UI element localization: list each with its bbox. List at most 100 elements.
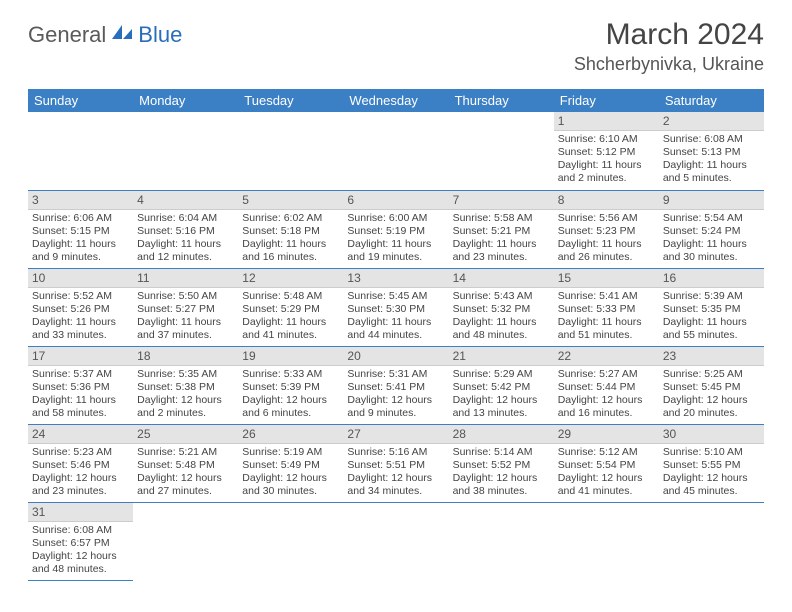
- calendar-day-cell: 2Sunrise: 6:08 AMSunset: 5:13 PMDaylight…: [659, 112, 764, 190]
- logo-text-part1: General: [28, 22, 106, 48]
- sunset-text: Sunset: 5:55 PM: [663, 459, 760, 472]
- day-details: Sunrise: 6:08 AMSunset: 5:13 PMDaylight:…: [659, 131, 764, 189]
- calendar-day-cell: [554, 502, 659, 580]
- sunset-text: Sunset: 5:52 PM: [453, 459, 550, 472]
- day-details: Sunrise: 5:19 AMSunset: 5:49 PMDaylight:…: [238, 444, 343, 502]
- day-number: 5: [238, 191, 343, 210]
- calendar-day-cell: 6Sunrise: 6:00 AMSunset: 5:19 PMDaylight…: [343, 190, 448, 268]
- sunrise-text: Sunrise: 5:29 AM: [453, 368, 550, 381]
- calendar-day-cell: 31Sunrise: 6:08 AMSunset: 6:57 PMDayligh…: [28, 502, 133, 580]
- sunrise-text: Sunrise: 6:08 AM: [663, 133, 760, 146]
- daylight-text-2: and 34 minutes.: [347, 485, 444, 498]
- sunset-text: Sunset: 5:35 PM: [663, 303, 760, 316]
- calendar-day-cell: 23Sunrise: 5:25 AMSunset: 5:45 PMDayligh…: [659, 346, 764, 424]
- day-number: 15: [554, 269, 659, 288]
- sunrise-text: Sunrise: 5:50 AM: [137, 290, 234, 303]
- day-number: 11: [133, 269, 238, 288]
- day-number: 28: [449, 425, 554, 444]
- daylight-text-2: and 19 minutes.: [347, 251, 444, 264]
- sunset-text: Sunset: 5:15 PM: [32, 225, 129, 238]
- day-number: 31: [28, 503, 133, 522]
- daylight-text-2: and 55 minutes.: [663, 329, 760, 342]
- daylight-text-2: and 20 minutes.: [663, 407, 760, 420]
- sunset-text: Sunset: 5:44 PM: [558, 381, 655, 394]
- daylight-text-2: and 23 minutes.: [32, 485, 129, 498]
- day-number: 12: [238, 269, 343, 288]
- calendar-day-cell: 30Sunrise: 5:10 AMSunset: 5:55 PMDayligh…: [659, 424, 764, 502]
- calendar-day-cell: 29Sunrise: 5:12 AMSunset: 5:54 PMDayligh…: [554, 424, 659, 502]
- day-details: Sunrise: 6:08 AMSunset: 6:57 PMDaylight:…: [28, 522, 133, 580]
- calendar-day-cell: [449, 112, 554, 190]
- daylight-text: Daylight: 11 hours: [558, 238, 655, 251]
- sunset-text: Sunset: 5:29 PM: [242, 303, 339, 316]
- daylight-text-2: and 41 minutes.: [558, 485, 655, 498]
- calendar-day-cell: [659, 502, 764, 580]
- calendar-body: 1Sunrise: 6:10 AMSunset: 5:12 PMDaylight…: [28, 112, 764, 580]
- calendar-day-cell: 7Sunrise: 5:58 AMSunset: 5:21 PMDaylight…: [449, 190, 554, 268]
- calendar-day-cell: 16Sunrise: 5:39 AMSunset: 5:35 PMDayligh…: [659, 268, 764, 346]
- calendar-week-row: 17Sunrise: 5:37 AMSunset: 5:36 PMDayligh…: [28, 346, 764, 424]
- sunrise-text: Sunrise: 6:00 AM: [347, 212, 444, 225]
- day-number: 27: [343, 425, 448, 444]
- sunset-text: Sunset: 6:57 PM: [32, 537, 129, 550]
- calendar-day-cell: 14Sunrise: 5:43 AMSunset: 5:32 PMDayligh…: [449, 268, 554, 346]
- day-details: Sunrise: 5:39 AMSunset: 5:35 PMDaylight:…: [659, 288, 764, 346]
- day-details: Sunrise: 5:10 AMSunset: 5:55 PMDaylight:…: [659, 444, 764, 502]
- day-number: 29: [554, 425, 659, 444]
- calendar-day-cell: 26Sunrise: 5:19 AMSunset: 5:49 PMDayligh…: [238, 424, 343, 502]
- logo: General Blue: [28, 22, 182, 48]
- day-number: 4: [133, 191, 238, 210]
- sunrise-text: Sunrise: 5:54 AM: [663, 212, 760, 225]
- day-details: Sunrise: 5:48 AMSunset: 5:29 PMDaylight:…: [238, 288, 343, 346]
- day-details: Sunrise: 5:29 AMSunset: 5:42 PMDaylight:…: [449, 366, 554, 424]
- daylight-text-2: and 2 minutes.: [137, 407, 234, 420]
- daylight-text: Daylight: 11 hours: [663, 159, 760, 172]
- sunset-text: Sunset: 5:16 PM: [137, 225, 234, 238]
- daylight-text-2: and 16 minutes.: [242, 251, 339, 264]
- sunrise-text: Sunrise: 5:43 AM: [453, 290, 550, 303]
- sunrise-text: Sunrise: 5:48 AM: [242, 290, 339, 303]
- weekday-header-row: Sunday Monday Tuesday Wednesday Thursday…: [28, 89, 764, 112]
- calendar-day-cell: 27Sunrise: 5:16 AMSunset: 5:51 PMDayligh…: [343, 424, 448, 502]
- sunset-text: Sunset: 5:27 PM: [137, 303, 234, 316]
- sunset-text: Sunset: 5:48 PM: [137, 459, 234, 472]
- daylight-text: Daylight: 12 hours: [242, 394, 339, 407]
- sunrise-text: Sunrise: 5:39 AM: [663, 290, 760, 303]
- sunrise-text: Sunrise: 6:10 AM: [558, 133, 655, 146]
- daylight-text: Daylight: 11 hours: [558, 159, 655, 172]
- sunset-text: Sunset: 5:21 PM: [453, 225, 550, 238]
- daylight-text-2: and 45 minutes.: [663, 485, 760, 498]
- day-details: Sunrise: 5:43 AMSunset: 5:32 PMDaylight:…: [449, 288, 554, 346]
- sunrise-text: Sunrise: 5:58 AM: [453, 212, 550, 225]
- calendar-day-cell: 10Sunrise: 5:52 AMSunset: 5:26 PMDayligh…: [28, 268, 133, 346]
- calendar-day-cell: 21Sunrise: 5:29 AMSunset: 5:42 PMDayligh…: [449, 346, 554, 424]
- sunset-text: Sunset: 5:45 PM: [663, 381, 760, 394]
- calendar-day-cell: 1Sunrise: 6:10 AMSunset: 5:12 PMDaylight…: [554, 112, 659, 190]
- calendar-day-cell: [343, 112, 448, 190]
- day-details: Sunrise: 5:16 AMSunset: 5:51 PMDaylight:…: [343, 444, 448, 502]
- calendar-day-cell: 22Sunrise: 5:27 AMSunset: 5:44 PMDayligh…: [554, 346, 659, 424]
- weekday-header: Wednesday: [343, 89, 448, 112]
- weekday-header: Tuesday: [238, 89, 343, 112]
- sunset-text: Sunset: 5:36 PM: [32, 381, 129, 394]
- day-number: 30: [659, 425, 764, 444]
- calendar-day-cell: [133, 502, 238, 580]
- day-details: Sunrise: 5:50 AMSunset: 5:27 PMDaylight:…: [133, 288, 238, 346]
- day-details: Sunrise: 5:37 AMSunset: 5:36 PMDaylight:…: [28, 366, 133, 424]
- day-number: 17: [28, 347, 133, 366]
- calendar-day-cell: 9Sunrise: 5:54 AMSunset: 5:24 PMDaylight…: [659, 190, 764, 268]
- calendar-day-cell: [238, 112, 343, 190]
- calendar-day-cell: [343, 502, 448, 580]
- sunrise-text: Sunrise: 6:08 AM: [32, 524, 129, 537]
- daylight-text: Daylight: 12 hours: [558, 472, 655, 485]
- sunrise-text: Sunrise: 5:33 AM: [242, 368, 339, 381]
- sunrise-text: Sunrise: 5:14 AM: [453, 446, 550, 459]
- daylight-text-2: and 48 minutes.: [453, 329, 550, 342]
- day-details: Sunrise: 6:06 AMSunset: 5:15 PMDaylight:…: [28, 210, 133, 268]
- daylight-text: Daylight: 11 hours: [453, 316, 550, 329]
- weekday-header: Monday: [133, 89, 238, 112]
- daylight-text-2: and 30 minutes.: [663, 251, 760, 264]
- sunset-text: Sunset: 5:51 PM: [347, 459, 444, 472]
- daylight-text: Daylight: 12 hours: [137, 472, 234, 485]
- header-right: March 2024 Shcherbynivka, Ukraine: [574, 18, 764, 75]
